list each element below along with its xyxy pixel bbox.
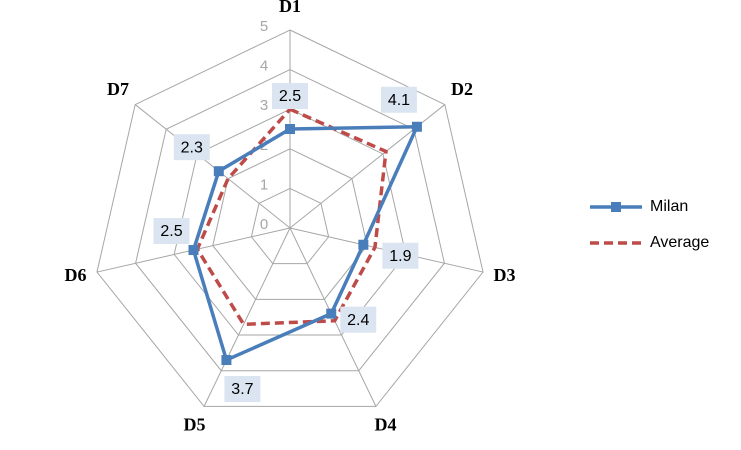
category-label: D6 xyxy=(65,265,87,285)
legend-marker xyxy=(611,202,621,212)
spoke xyxy=(203,227,291,407)
tick-label: 5 xyxy=(260,18,268,35)
category-label: D7 xyxy=(107,79,129,99)
grid-ring xyxy=(96,29,484,407)
data-label: 4.1 xyxy=(388,92,410,109)
data-label-bg xyxy=(272,83,308,109)
grid-ring xyxy=(212,148,368,300)
category-label: D2 xyxy=(451,79,473,99)
series-line xyxy=(195,107,388,327)
category-label: D3 xyxy=(493,265,515,285)
marker xyxy=(285,124,295,134)
category-label: D1 xyxy=(279,0,301,16)
marker xyxy=(221,355,232,366)
data-label: 2.5 xyxy=(160,223,182,240)
grid-ring xyxy=(135,69,445,372)
data-label: 2.5 xyxy=(279,88,301,105)
legend-label: Milan xyxy=(650,198,688,215)
marker xyxy=(411,121,422,132)
legend-label: Average xyxy=(650,234,709,251)
data-label: 2.3 xyxy=(181,139,203,156)
data-label-bg xyxy=(224,376,261,403)
tick-label: 4 xyxy=(260,58,268,75)
tick-label: 1 xyxy=(260,176,268,193)
data-label-bg xyxy=(173,134,210,161)
data-label: 1.9 xyxy=(389,248,411,265)
data-label-bg xyxy=(340,306,377,333)
marker xyxy=(326,308,337,319)
category-label: D5 xyxy=(184,414,206,434)
grid-ring xyxy=(173,108,407,336)
grid-ring xyxy=(250,187,330,265)
tick-label: 0 xyxy=(260,216,268,233)
data-label-bg xyxy=(380,86,417,113)
data-label: 3.7 xyxy=(231,381,253,398)
data-label: 2.4 xyxy=(347,312,369,329)
marker xyxy=(188,245,199,256)
tick-label: 3 xyxy=(260,97,268,114)
spoke xyxy=(134,104,291,229)
series-line xyxy=(191,124,420,363)
category-label: D4 xyxy=(374,414,396,434)
data-label-bg xyxy=(153,218,190,245)
data-label-bg xyxy=(382,242,419,269)
marker xyxy=(213,166,224,177)
marker xyxy=(358,239,369,250)
